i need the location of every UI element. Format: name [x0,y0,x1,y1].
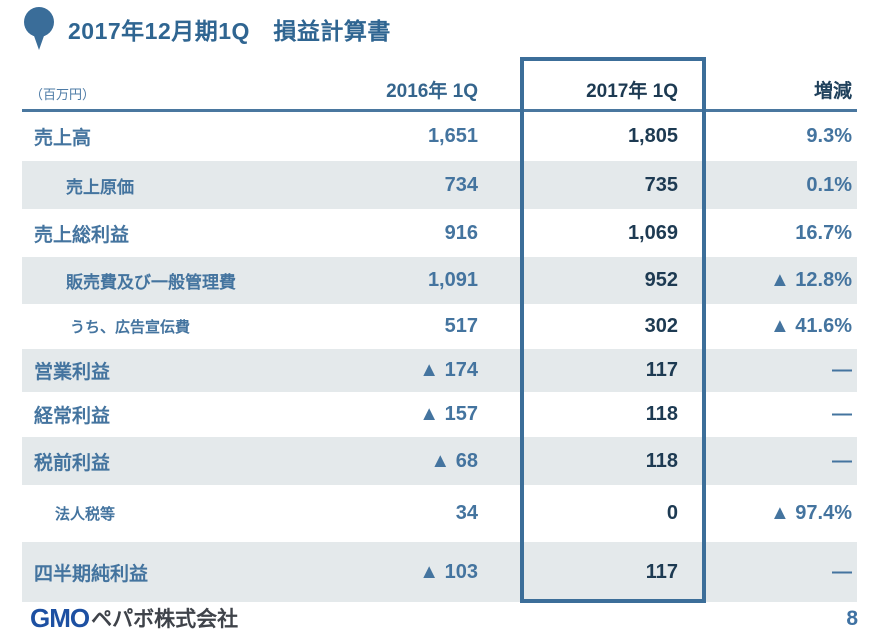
value-2017: 118 [645,449,678,472]
table-row: 売上原価 734 735 0.1% [22,161,857,209]
unit-label: （百万円） [30,87,96,102]
value-delta: 16.7% [795,221,852,244]
value-delta: — [832,359,852,381]
page-number: 8 [846,607,858,630]
value-2017: 952 [644,269,678,291]
logo-gmo-text: GMO [30,603,90,633]
row-label: 四半期純利益 [34,563,149,585]
value-2016: 734 [444,173,478,196]
value-delta: — [832,449,852,472]
column-header-2017: 2017年 1Q [586,81,678,102]
value-delta: ▲ 12.8% [769,269,852,291]
table-row: 売上総利益 916 1,069 16.7% [22,209,857,257]
value-2017: 118 [645,403,678,425]
column-header-2016: 2016年 1Q [386,81,478,102]
row-label: 売上高 [34,128,92,149]
value-2016: ▲ 174 [419,359,478,381]
value-2017: 0 [666,502,678,524]
value-2016: 34 [455,502,478,524]
row-label: うち、広告宣伝費 [70,319,191,336]
value-2016: 1,651 [427,125,478,147]
row-label: 売上原価 [66,177,134,197]
table-body: 売上高 1,651 1,805 9.3% 売上原価 734 735 0.1% 売上総利益 916 1… [22,112,857,602]
value-2016: 916 [444,221,478,244]
logo-company-text: ペパボ株式会社 [91,608,239,631]
value-2016: 1,091 [427,269,478,291]
value-delta: 0.1% [806,173,852,196]
column-header-delta: 増減 [813,81,852,102]
value-2017: 1,805 [627,125,678,147]
table-header-row: （百万円） 2016年 1Q 2017年 1Q 増減 [22,62,857,112]
row-label: 販売費及び一般管理費 [66,273,236,292]
value-2017: 735 [644,173,678,196]
income-statement-table: （百万円） 2016年 1Q 2017年 1Q 増減 売上高 1,651 1,805… [22,62,857,602]
table-row: 税前利益 ▲ 68 118 — [22,437,857,485]
table-row: 売上高 1,651 1,805 9.3% [22,112,857,161]
row-label: 売上総利益 [34,224,130,246]
value-2017: 117 [645,359,678,381]
table-row: 営業利益 ▲ 174 117 — [22,349,857,392]
company-logo: GMOペパボ株式会社 [30,603,238,634]
value-2017: 1,069 [627,221,678,244]
table-row: 経常利益 ▲ 157 118 — [22,392,857,437]
balloon-icon [22,6,56,57]
page-title: 2017年12月期1Q 損益計算書 [68,18,391,44]
table-row: 販売費及び一般管理費 1,091 952 ▲ 12.8% [22,257,857,304]
value-delta: — [832,403,852,425]
row-label: 営業利益 [34,362,111,383]
row-label: 経常利益 [34,406,111,427]
value-2016: ▲ 103 [419,560,478,583]
value-2016: 517 [444,315,478,337]
value-delta: ▲ 97.4% [769,502,852,524]
row-label: 法人税等 [55,506,116,523]
value-delta: ▲ 41.6% [769,315,852,337]
table-row: 法人税等 34 0 ▲ 97.4% [22,485,857,542]
value-2016: ▲ 68 [430,449,478,472]
value-2017: 302 [644,315,678,337]
row-label: 税前利益 [34,452,111,474]
value-delta: — [832,560,852,583]
value-2017: 117 [645,560,678,583]
table-row: 四半期純利益 ▲ 103 117 — [22,542,857,602]
table-row: うち、広告宣伝費 517 302 ▲ 41.6% [22,304,857,349]
value-delta: 9.3% [806,125,852,147]
value-2016: ▲ 157 [419,403,478,425]
